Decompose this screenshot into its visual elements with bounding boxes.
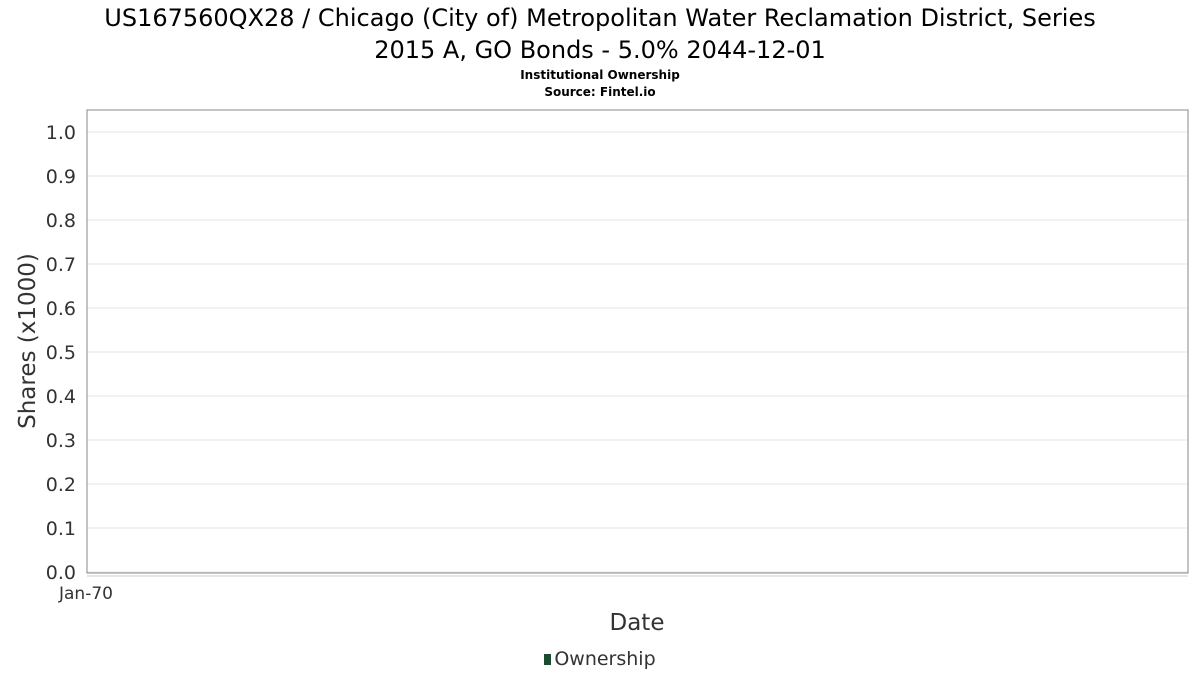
grid-lines [87, 131, 1188, 573]
y-tick-label: 0.2 [46, 474, 76, 496]
x-tick-label: Jan-70 [58, 584, 113, 604]
y-tick-label: 0.6 [46, 298, 76, 320]
y-axis-label: Shares (x1000) [15, 253, 41, 429]
y-tick-label: 0.3 [46, 430, 76, 452]
y-tick-label: 0.1 [46, 518, 76, 540]
legend-label-ownership: Ownership [554, 648, 656, 670]
y-tick-label: 0.8 [46, 210, 76, 232]
y-tick-label: 0.4 [46, 386, 76, 408]
y-tick-label: 1.0 [46, 122, 76, 144]
legend-swatch-ownership [544, 654, 552, 665]
y-tick-label: 0.5 [46, 342, 76, 364]
y-axis-tick-labels: 0.0 0.1 0.2 0.3 0.4 0.5 0.6 0.7 0.8 0.9 1.0 [46, 122, 76, 584]
y-tick-label: 0.9 [46, 166, 76, 188]
x-axis-label: Date [610, 610, 665, 636]
chart-subtitle-source: Source: Fintel.io [544, 85, 656, 99]
legend: Ownership [0, 647, 1200, 671]
chart-title-line2: 2015 A, GO Bonds - 5.0% 2044-12-01 [374, 36, 826, 64]
plot-area [86, 109, 1189, 574]
x-axis-tick-labels: Jan-70 [58, 584, 113, 604]
chart-title-line1: US167560QX28 / Chicago (City of) Metropo… [104, 4, 1096, 32]
y-tick-label: 0.7 [46, 254, 76, 276]
chart-subtitle-ownership: Institutional Ownership [520, 68, 680, 82]
y-tick-label: 0.0 [46, 562, 76, 584]
chart-title: US167560QX28 / Chicago (City of) Metropo… [0, 2, 1200, 66]
